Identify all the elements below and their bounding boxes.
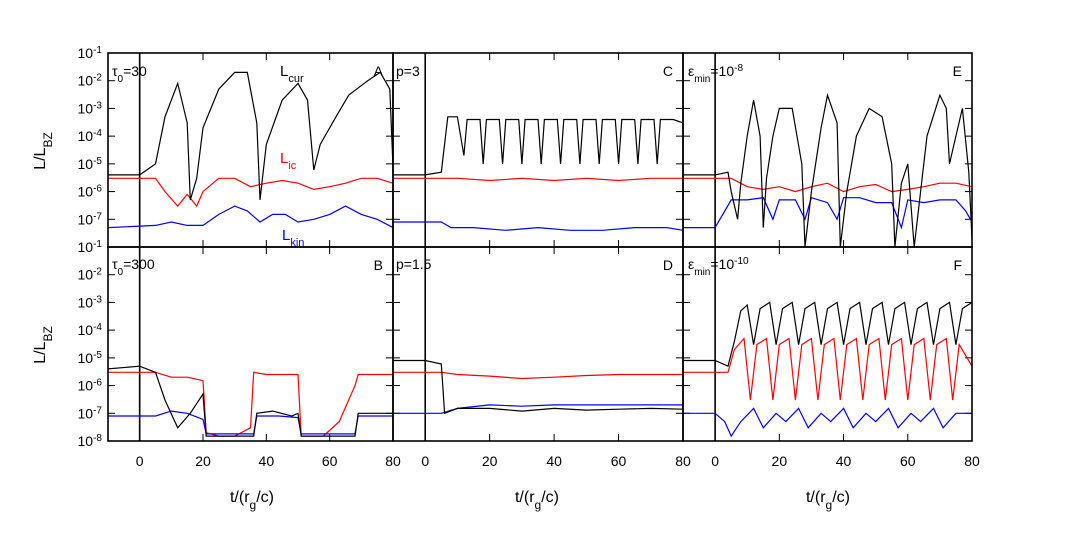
legend-lkin: Lkin — [282, 227, 304, 249]
ytick-label-top-4: 10-5 — [78, 155, 103, 172]
xtick-label-1-1: 20 — [482, 453, 498, 469]
xtick-label-2-3: 60 — [900, 453, 916, 469]
xtick-label-0-0: 0 — [136, 453, 144, 469]
series-ic-E — [683, 177, 972, 193]
panel-frame-A — [107, 52, 394, 248]
series-cur-F — [683, 301, 972, 368]
xtick-label-2-0: 0 — [711, 453, 719, 469]
legend-lic: Lic — [280, 150, 297, 172]
ytick-label-top-5: 10-6 — [78, 183, 103, 200]
series-cur-D — [393, 359, 683, 415]
frame-layer: A B C D E F — [107, 52, 973, 442]
xtick-label-1-3: 60 — [611, 453, 627, 469]
xtick-label-0-1: 20 — [195, 453, 211, 469]
panel-letter-B: B — [374, 257, 383, 273]
xtick-label-2-1: 20 — [772, 453, 788, 469]
panel-frame-F — [682, 246, 973, 442]
panel-letter-A: A — [374, 63, 384, 79]
series-cur-B — [108, 365, 393, 437]
panel-letter-D: D — [663, 257, 673, 273]
ytick-label-bottom-6: 10-8 — [78, 433, 103, 450]
ytick-label-bottom-0: 10-2 — [78, 266, 103, 283]
series-cur-C — [393, 116, 683, 176]
xtick-label-1-0: 0 — [421, 453, 429, 469]
series-kin-E — [683, 196, 972, 230]
ytick-label-bottom-3: 10-5 — [78, 349, 103, 366]
param-D: p=1.5 — [396, 256, 432, 272]
series-kin-A — [108, 205, 393, 229]
param-C: p=3 — [396, 63, 420, 79]
panel-letter-E: E — [953, 63, 962, 79]
x-axis-label-2: t/(rg/c) — [515, 489, 559, 512]
legend-lcur: Lcur — [280, 63, 304, 85]
panel-frame-E — [682, 52, 973, 248]
y-axis-label-bottom: L/LBZ — [32, 326, 55, 364]
param-A: τ0=30 — [112, 63, 147, 85]
ytick-label-bottom-2: 10-4 — [78, 322, 103, 339]
series-kin-F — [683, 407, 972, 438]
series-cur-E — [683, 92, 972, 247]
xtick-label-2-2: 40 — [836, 453, 852, 469]
series-ic-A — [108, 177, 393, 208]
ytick-label-top-7: 10-1 — [78, 239, 103, 256]
xtick-label-0-3: 60 — [322, 453, 338, 469]
ytick-label-top-0: 10-1 — [78, 45, 103, 62]
xtick-label-2-4: 80 — [964, 453, 980, 469]
series-ic-B — [108, 371, 393, 437]
series-ic-C — [393, 177, 683, 182]
x-axis-label-3: t/(rg/c) — [806, 489, 850, 512]
xtick-label-0-2: 40 — [259, 453, 275, 469]
param-F: εmin=10-10 — [688, 256, 749, 278]
xtick-label-1-2: 40 — [546, 453, 562, 469]
series-ic-F — [683, 337, 972, 401]
label-layer: L/LBZ L/LBZ t/(rg/c) t/(rg/c) t/(rg/c) L… — [32, 63, 850, 513]
ytick-label-top-1: 10-2 — [78, 72, 103, 89]
series-ic-D — [393, 371, 683, 380]
ytick-label-bottom-1: 10-3 — [78, 294, 103, 311]
ytick-label-top-2: 10-3 — [78, 100, 103, 117]
series-cur-A — [108, 71, 393, 201]
ytick-label-bottom-4: 10-6 — [78, 377, 103, 394]
panel-frame-B — [107, 246, 394, 442]
xtick-label-0-4: 80 — [385, 453, 401, 469]
x-axis-label-1: t/(rg/c) — [230, 489, 274, 512]
ytick-label-top-6: 10-7 — [78, 211, 103, 228]
series-layer — [108, 71, 972, 438]
ytick-label-bottom-5: 10-7 — [78, 405, 103, 422]
series-kin-C — [393, 221, 683, 231]
panel-frame-D — [392, 246, 684, 442]
xtick-label-1-4: 80 — [675, 453, 691, 469]
panel-letter-C: C — [663, 63, 673, 79]
param-B: τ0=300 — [112, 256, 155, 278]
ytick-label-top-3: 10-4 — [78, 128, 103, 145]
y-axis-label-top: L/LBZ — [32, 132, 55, 170]
panel-letter-F: F — [953, 257, 962, 273]
